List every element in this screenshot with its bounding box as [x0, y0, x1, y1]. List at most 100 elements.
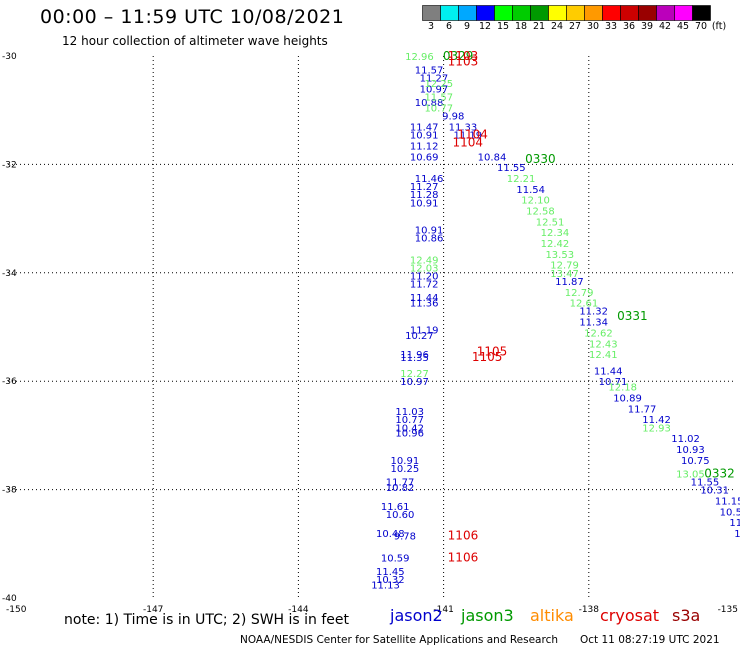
wave-height-label: 12.93	[642, 423, 671, 434]
wave-height-label: 10.96	[395, 429, 424, 440]
color-scale-label: 42	[658, 21, 672, 32]
wave-height-label: 12.10	[521, 196, 550, 207]
wave-height-label: 10.91	[410, 131, 439, 142]
wave-height-label: 10.93	[676, 445, 705, 456]
generation-timestamp: Oct 11 08:27:19 UTC 2021	[580, 634, 720, 646]
color-scale-label: 27	[568, 21, 582, 32]
wave-height-label: 10.75	[681, 456, 710, 467]
wave-height-label: 10.88	[415, 98, 444, 109]
wave-height-label: 11.12	[410, 141, 439, 152]
wave-height-label: 11.57	[415, 66, 444, 77]
color-scale-label: 12	[478, 21, 492, 32]
wave-height-label: 11.13	[371, 580, 400, 591]
wave-height-label: 11.19	[453, 131, 482, 142]
wave-height-label: 1104	[457, 128, 488, 142]
wave-height-label: 11.33	[449, 122, 478, 133]
color-scale-label: 24	[550, 21, 564, 32]
color-scale-label: 39	[640, 21, 654, 32]
wave-height-label: 9.98	[442, 112, 464, 123]
y-tick-label: -36	[2, 377, 17, 387]
wave-height-label: 12.58	[526, 206, 555, 217]
wave-height-label: 10.91	[415, 225, 444, 236]
wave-height-label: 10.97	[400, 377, 429, 388]
wave-height-label: 11.47	[410, 122, 439, 133]
wave-height-label: 1104	[453, 136, 484, 150]
wave-height-label: 12.27	[400, 369, 429, 380]
wave-height-label: 10.89	[613, 393, 642, 404]
wave-height-label: 12.25	[424, 79, 453, 90]
wave-height-label: 12.49	[410, 255, 439, 266]
wave-height-label: 10.31	[700, 486, 729, 497]
legend-jason2: jason2	[390, 606, 443, 625]
wave-height-label: 11.55	[497, 163, 526, 174]
wave-height-label: 11.77	[628, 404, 657, 415]
wave-height-label: 10.25	[391, 464, 420, 475]
wave-height-label: 10.32	[376, 575, 405, 586]
wave-height-label: 1106	[448, 529, 479, 543]
wave-height-label: 12.21	[507, 174, 536, 185]
wave-height-label: 11.35	[400, 353, 429, 364]
wave-height-label: 12.51	[536, 217, 565, 228]
wave-height-label: 11.19	[410, 326, 439, 337]
wave-height-label: 11.15	[715, 496, 740, 507]
wave-height-label: 0330	[525, 152, 556, 166]
wave-height-label: 10.82	[386, 483, 415, 494]
y-tick-label: -40	[2, 594, 17, 604]
wave-height-label: 10.71	[599, 377, 628, 388]
wave-height-label: 0331	[617, 309, 648, 323]
wave-height-label: 11.02	[671, 434, 700, 445]
wave-height-label: 12.42	[541, 239, 570, 250]
credit-text: NOAA/NESDIS Center for Satellite Applica…	[240, 634, 558, 646]
color-scale-label: 6	[445, 21, 453, 32]
wave-height-label: 11.45	[376, 567, 405, 578]
legend-s3a: s3a	[672, 606, 701, 625]
wave-height-label: 0329	[443, 49, 474, 63]
wave-height-label: 11.55	[691, 477, 720, 488]
wave-height-label: 12.79	[565, 288, 594, 299]
wave-height-label: 10.34	[734, 529, 740, 540]
wave-height-label: 1103	[448, 54, 479, 68]
x-tick-label: -144	[288, 605, 309, 615]
color-swatch	[692, 5, 711, 21]
wave-height-label: 10.27	[405, 331, 434, 342]
wave-height-label: 1103	[448, 49, 479, 63]
wave-height-label: 1106	[448, 550, 479, 564]
color-scale-bar	[422, 5, 711, 21]
color-scale-label: 15	[496, 21, 510, 32]
wave-height-label: 10.69	[410, 152, 439, 163]
x-tick-label: -135	[718, 605, 738, 615]
legend-cryosat: cryosat	[600, 606, 660, 625]
wave-height-label: 11.42	[642, 415, 671, 426]
wave-height-label: 12.62	[584, 328, 613, 339]
wave-height-label: 13.05	[676, 469, 705, 480]
wave-height-label: 13.47	[550, 269, 579, 280]
wave-height-label: 0332	[704, 466, 735, 480]
wave-height-label: 11.32	[579, 307, 608, 318]
wave-height-label: 11.87	[555, 277, 584, 288]
wave-height-label: 11.96	[400, 350, 429, 361]
wave-height-label: 11.28	[410, 190, 439, 201]
wave-height-label: 12.79	[550, 261, 579, 272]
wave-height-label: 10.51	[720, 507, 740, 518]
wave-height-label: 11.27	[410, 182, 439, 193]
wave-height-label: 11.54	[516, 185, 545, 196]
wave-height-label: 10.60	[386, 510, 415, 521]
wave-height-label: 11.44	[594, 366, 623, 377]
color-scale-label: (ft)	[711, 21, 727, 32]
footer-note: note: 1) Time is in UTC; 2) SWH is in fe…	[64, 612, 350, 628]
wave-height-label: 11.36	[410, 299, 439, 310]
color-scale-label: 36	[622, 21, 636, 32]
wave-height-label: 10.42	[395, 423, 424, 434]
y-tick-label: -38	[2, 486, 17, 496]
wave-height-label: 10.77	[395, 415, 424, 426]
y-tick-label: -34	[2, 269, 17, 279]
y-tick-label: -32	[2, 160, 17, 170]
wave-height-label: 11.61	[381, 502, 410, 513]
x-tick-label: -141	[433, 605, 453, 615]
wave-height-label: 11.20	[410, 272, 439, 283]
wave-height-label: 10.91	[410, 198, 439, 209]
wave-height-label: 11.72	[410, 280, 439, 291]
map-title: 00:00 – 11:59 UTC 10/08/2021	[40, 6, 345, 28]
wave-height-label: 9.78	[394, 532, 416, 543]
